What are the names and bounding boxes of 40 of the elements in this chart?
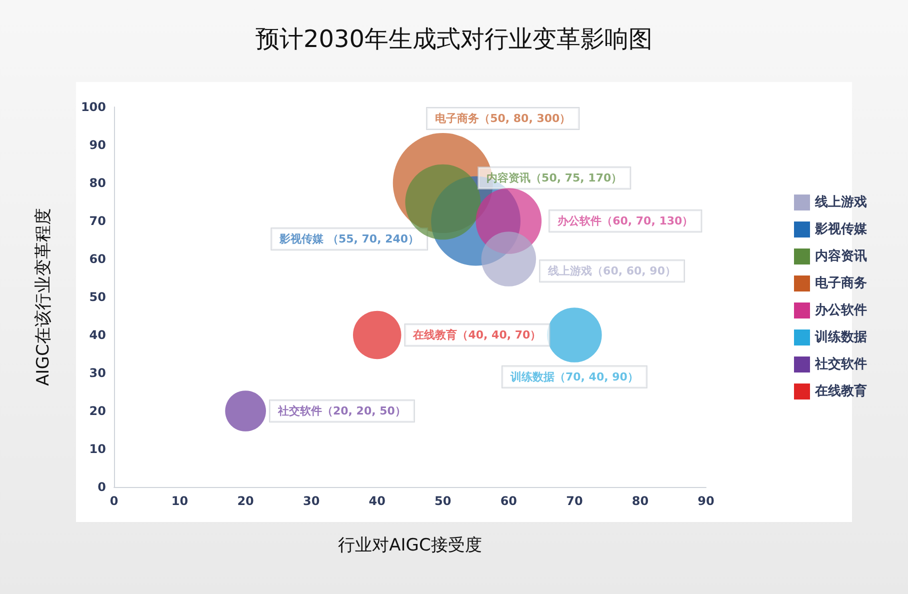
legend-label: 内容资讯 [815,248,867,264]
legend-label: 社交软件 [814,356,867,372]
y-tick-label: 20 [89,404,106,418]
data-label: 线上游戏（60, 60, 90） [547,264,676,278]
data-label: 在线教育（40, 40, 70） [412,328,542,342]
x-tick-label: 50 [434,494,452,508]
x-tick-label: 20 [237,494,254,508]
x-tick-label: 30 [302,494,320,508]
legend-label: 电子商务 [815,275,867,291]
x-tick-label: 90 [698,494,714,508]
y-tick-label: 50 [89,290,106,304]
x-tick-label: 10 [171,494,188,508]
y-tick-label: 10 [89,442,106,456]
y-axis-title: AIGC在该行业变革程度 [34,208,54,386]
y-tick-label: 70 [89,214,106,228]
x-tick-label: 0 [110,494,118,508]
x-tick-label: 70 [566,494,583,508]
legend-label: 在线教育 [814,383,867,399]
x-tick-label: 80 [632,494,649,508]
x-axis-title: 行业对AIGC接受度 [338,536,482,556]
y-tick-label: 100 [80,100,106,114]
chart-title: 预计2030年生成式对行业变革影响图 [255,25,653,53]
data-label: 内容资讯（50, 75, 170） [486,172,622,184]
legend-label: 训练数据 [814,330,867,345]
legend-label: 影视传媒 [814,221,868,237]
x-tick-label: 40 [368,494,386,508]
y-tick-label: 30 [89,366,106,380]
data-label: 社交软件（20, 20, 50） [276,404,406,418]
y-tick-label: 60 [89,252,106,266]
y-tick-label: 0 [98,480,106,494]
data-label: 训练数据（70, 40, 90） [509,370,638,384]
y-tick-label: 80 [89,176,106,190]
x-tick-label: 60 [500,494,518,508]
y-tick-label: 90 [89,138,106,152]
data-label: 电子商务（50, 80, 300） [435,112,571,125]
y-tick-label: 40 [89,328,106,342]
data-label: 办公软件（60, 70, 130） [556,214,694,228]
data-label: 影视传媒 （55, 70, 240） [278,232,420,246]
legend-label: 线上游戏 [814,195,867,210]
legend-label: 办公软件 [814,303,867,318]
